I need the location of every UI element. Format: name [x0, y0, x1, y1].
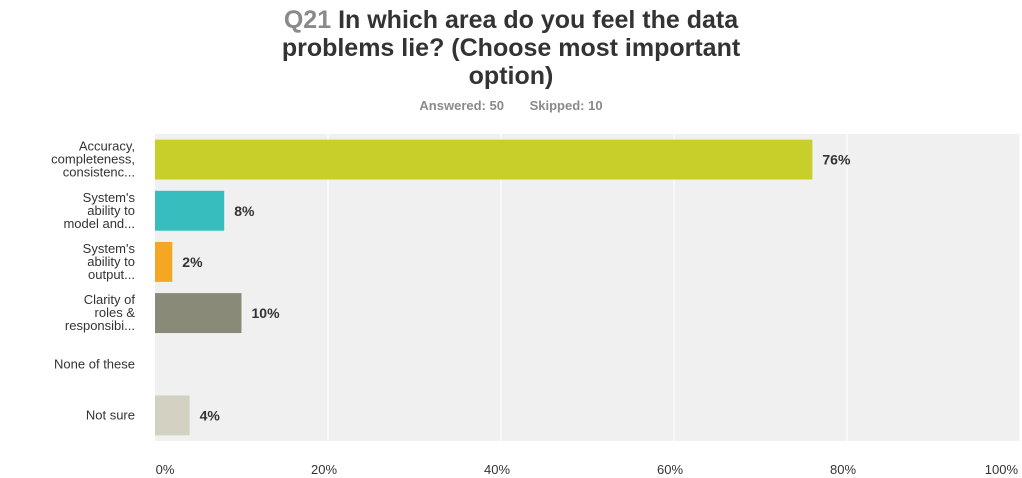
question-text-line-3: option)	[468, 62, 554, 90]
data-label: 10%	[252, 305, 281, 321]
bar	[155, 395, 190, 436]
data-label: 76%	[822, 152, 851, 168]
title-line-1: Q21 In which area do you feel the data	[0, 6, 1022, 34]
question-text-line-1: In which area do you feel the data	[338, 6, 739, 34]
bar	[155, 139, 813, 180]
question-text-line-2: problems lie? (Choose most important	[281, 34, 741, 62]
data-label: 8%	[234, 203, 255, 219]
skipped-count: Skipped: 10	[529, 98, 603, 113]
category-label: consistenc...	[63, 165, 135, 180]
x-tick-label: 80%	[830, 462, 856, 477]
answered-count: Answered: 50	[419, 98, 504, 113]
chart-title: Q21 In which area do you feel the data p…	[0, 6, 1022, 90]
bar	[155, 190, 225, 231]
bar	[155, 293, 242, 334]
category-label: model and...	[63, 216, 135, 231]
data-label: 4%	[200, 407, 221, 423]
x-tick-label: 0%	[156, 462, 175, 477]
data-label: 2%	[182, 254, 203, 270]
plot-area	[155, 134, 1020, 441]
bar	[155, 241, 173, 282]
category-label: ability to	[87, 254, 135, 269]
response-summary: Answered: 50 Skipped: 10	[0, 98, 1022, 113]
category-label: None of these	[54, 356, 135, 371]
category-label: completeness,	[51, 152, 135, 167]
x-tick-label: 60%	[657, 462, 683, 477]
category-label: output...	[88, 267, 135, 282]
category-label: roles &	[95, 305, 136, 320]
category-label: responsibi...	[65, 318, 135, 333]
category-label: System's	[83, 190, 136, 205]
x-tick-label: 20%	[311, 462, 337, 477]
category-label: Clarity of	[84, 292, 136, 307]
x-tick-label: 100%	[985, 462, 1019, 477]
category-label: System's	[83, 241, 136, 256]
x-tick-label: 40%	[484, 462, 510, 477]
category-label: Not sure	[86, 407, 135, 422]
question-number: Q21	[283, 6, 332, 34]
category-label: ability to	[87, 203, 135, 218]
category-label: Accuracy,	[79, 139, 135, 154]
